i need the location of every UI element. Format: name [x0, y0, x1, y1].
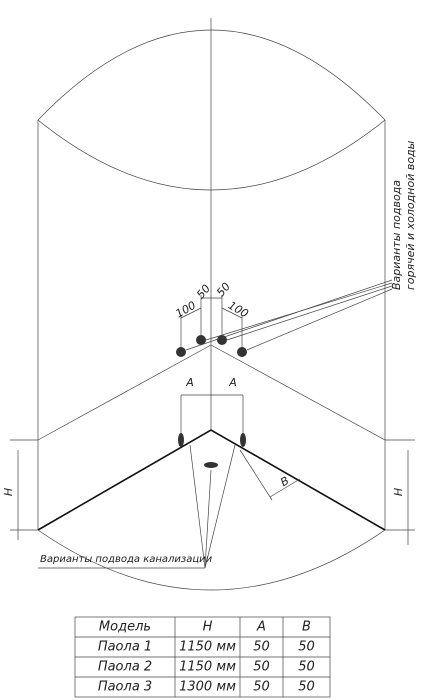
dim-label: 50 — [214, 280, 233, 299]
dim-label: H — [2, 488, 15, 496]
drain-label: Варианты подвода канализации — [40, 554, 213, 565]
table-cell: 50 — [253, 660, 270, 675]
table-cell: 50 — [298, 660, 315, 675]
table-cell: 50 — [298, 680, 315, 695]
water-label: горячей и холодной воды — [404, 140, 417, 290]
table-cell: 50 — [253, 680, 270, 695]
table-header: B — [302, 620, 311, 635]
table-header: H — [203, 620, 213, 635]
table-cell: 1300 мм — [179, 680, 236, 695]
table-cell: Паола 2 — [98, 660, 152, 675]
dim-label: 100 — [173, 299, 198, 321]
table-header: A — [256, 620, 266, 635]
table-cell: 50 — [298, 640, 315, 655]
water-label: Варианты подвода — [390, 180, 403, 290]
table-cell: Паола 3 — [98, 680, 152, 695]
pipe-outlets — [176, 335, 247, 468]
model-table: Модель H A B Паола 1 1150 мм 50 50 Паола 2 1150 м… — [74, 616, 331, 698]
leaders — [38, 279, 393, 569]
table-cell: 50 — [253, 640, 270, 655]
table-cell: 1150 мм — [179, 640, 236, 655]
dim-label: H — [392, 488, 405, 496]
dim-label: B — [278, 474, 291, 489]
dim-label: A — [228, 376, 237, 389]
cabin-outline — [37, 18, 386, 591]
table-cell: 1150 мм — [179, 660, 236, 675]
labels: Варианты подвода горячей и холодной воды… — [2, 140, 417, 565]
dimension-lines — [10, 295, 415, 545]
dim-label: 50 — [194, 282, 213, 301]
dim-label: 100 — [226, 299, 251, 321]
dim-label: A — [185, 376, 194, 389]
table-cell: Паола 1 — [98, 640, 152, 655]
table-header: Модель — [99, 620, 151, 635]
